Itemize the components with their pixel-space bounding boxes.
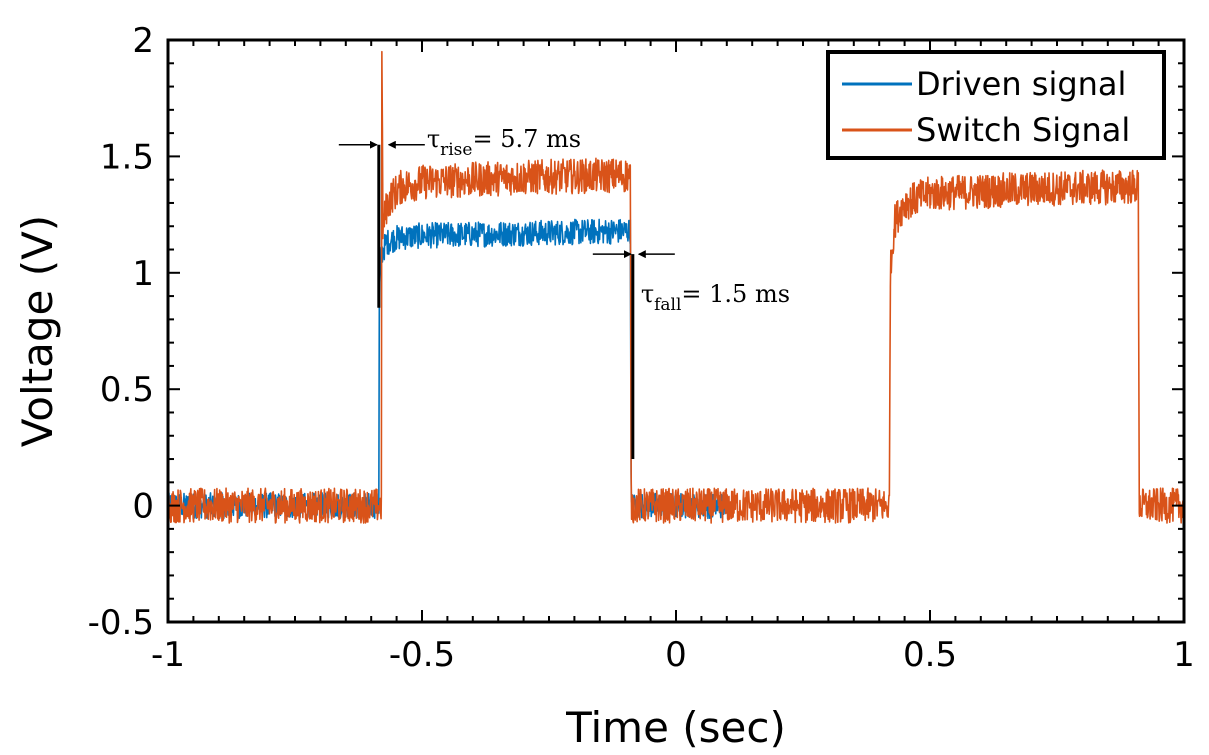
fall-time-annotation: τfall= 1.5 ms [592,250,790,460]
x-axis-title: Time (sec) [565,703,786,752]
legend: Driven signal Switch Signal [826,50,1166,160]
series-layer [167,50,1185,524]
x-tick-label: 0.5 [903,635,957,675]
annotation-layer: τrise= 5.7 ms τfall= 1.5 ms [338,125,790,460]
legend-label-switch: Switch Signal [916,111,1130,149]
fall-time-label: τfall= 1.5 ms [641,280,790,315]
legend-box [826,50,1166,160]
x-tick-label: 0 [665,635,687,675]
series-switch-signal-line [167,50,1185,524]
axes-frame [166,38,1186,624]
x-tick-labels: -1 -0.5 0 0.5 1 [151,635,1195,675]
fall-value: = 1.5 ms [681,280,790,308]
legend-label-driven: Driven signal [916,65,1126,103]
rise-time-annotation: τrise= 5.7 ms [338,125,581,308]
y-tick-label: 0 [132,487,154,527]
x-tick-label: -0.5 [389,635,455,675]
fall-tau-symbol: τ [641,280,654,308]
x-tick-label: -1 [151,635,185,675]
y-tick-label: 2 [132,21,154,61]
rise-tau-symbol: τ [427,125,440,153]
rise-time-label: τrise= 5.7 ms [427,125,581,160]
y-tick-label: -0.5 [88,603,154,643]
y-tick-label: 0.5 [100,370,154,410]
fall-subscript: fall [654,295,681,315]
rise-value: = 5.7 ms [472,125,581,153]
y-axis-title: Voltage (V) [13,215,62,447]
rise-subscript: rise [440,140,472,160]
y-tick-label: 1 [132,254,154,294]
y-tick-labels: -0.5 0 0.5 1 1.5 2 [88,21,154,643]
x-tick-label: 1 [1173,635,1195,675]
y-tick-label: 1.5 [100,137,154,177]
